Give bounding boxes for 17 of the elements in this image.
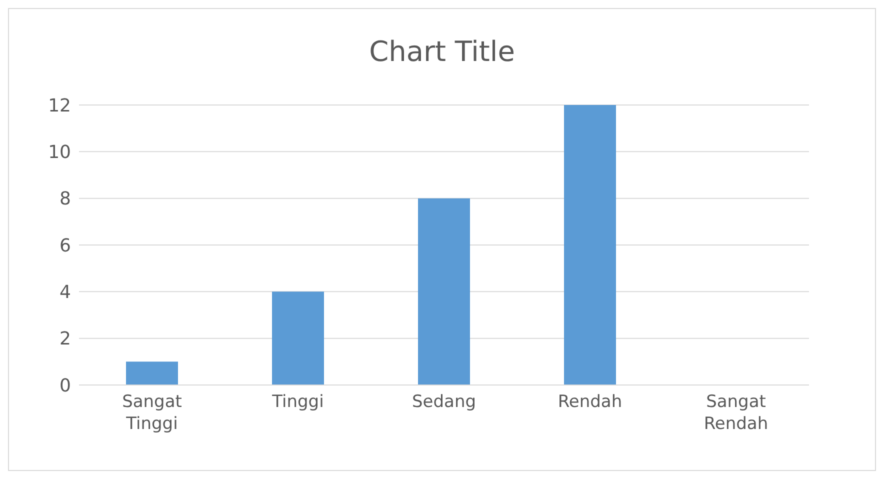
y-tick-label: 6 (60, 235, 71, 256)
x-tick-label: Tinggi (271, 392, 324, 412)
y-tick-label: 8 (60, 188, 71, 210)
x-tick-label: Sangat Tinggi (122, 392, 182, 434)
y-tick-label: 10 (48, 142, 71, 164)
y-tick-label: 12 (48, 95, 71, 116)
y-tick-label: 4 (60, 282, 71, 304)
bar (272, 292, 324, 385)
chart-title: Chart Title (368, 35, 516, 70)
bar (418, 198, 470, 385)
bar (126, 362, 178, 385)
y-tick-label: 0 (60, 375, 71, 396)
x-tick-label: Sangat Rendah (704, 392, 768, 434)
x-tick-label: Sedang (412, 392, 476, 412)
x-tick-label: Rendah (558, 392, 622, 412)
y-tick-label: 2 (60, 328, 71, 350)
bar (564, 105, 616, 385)
